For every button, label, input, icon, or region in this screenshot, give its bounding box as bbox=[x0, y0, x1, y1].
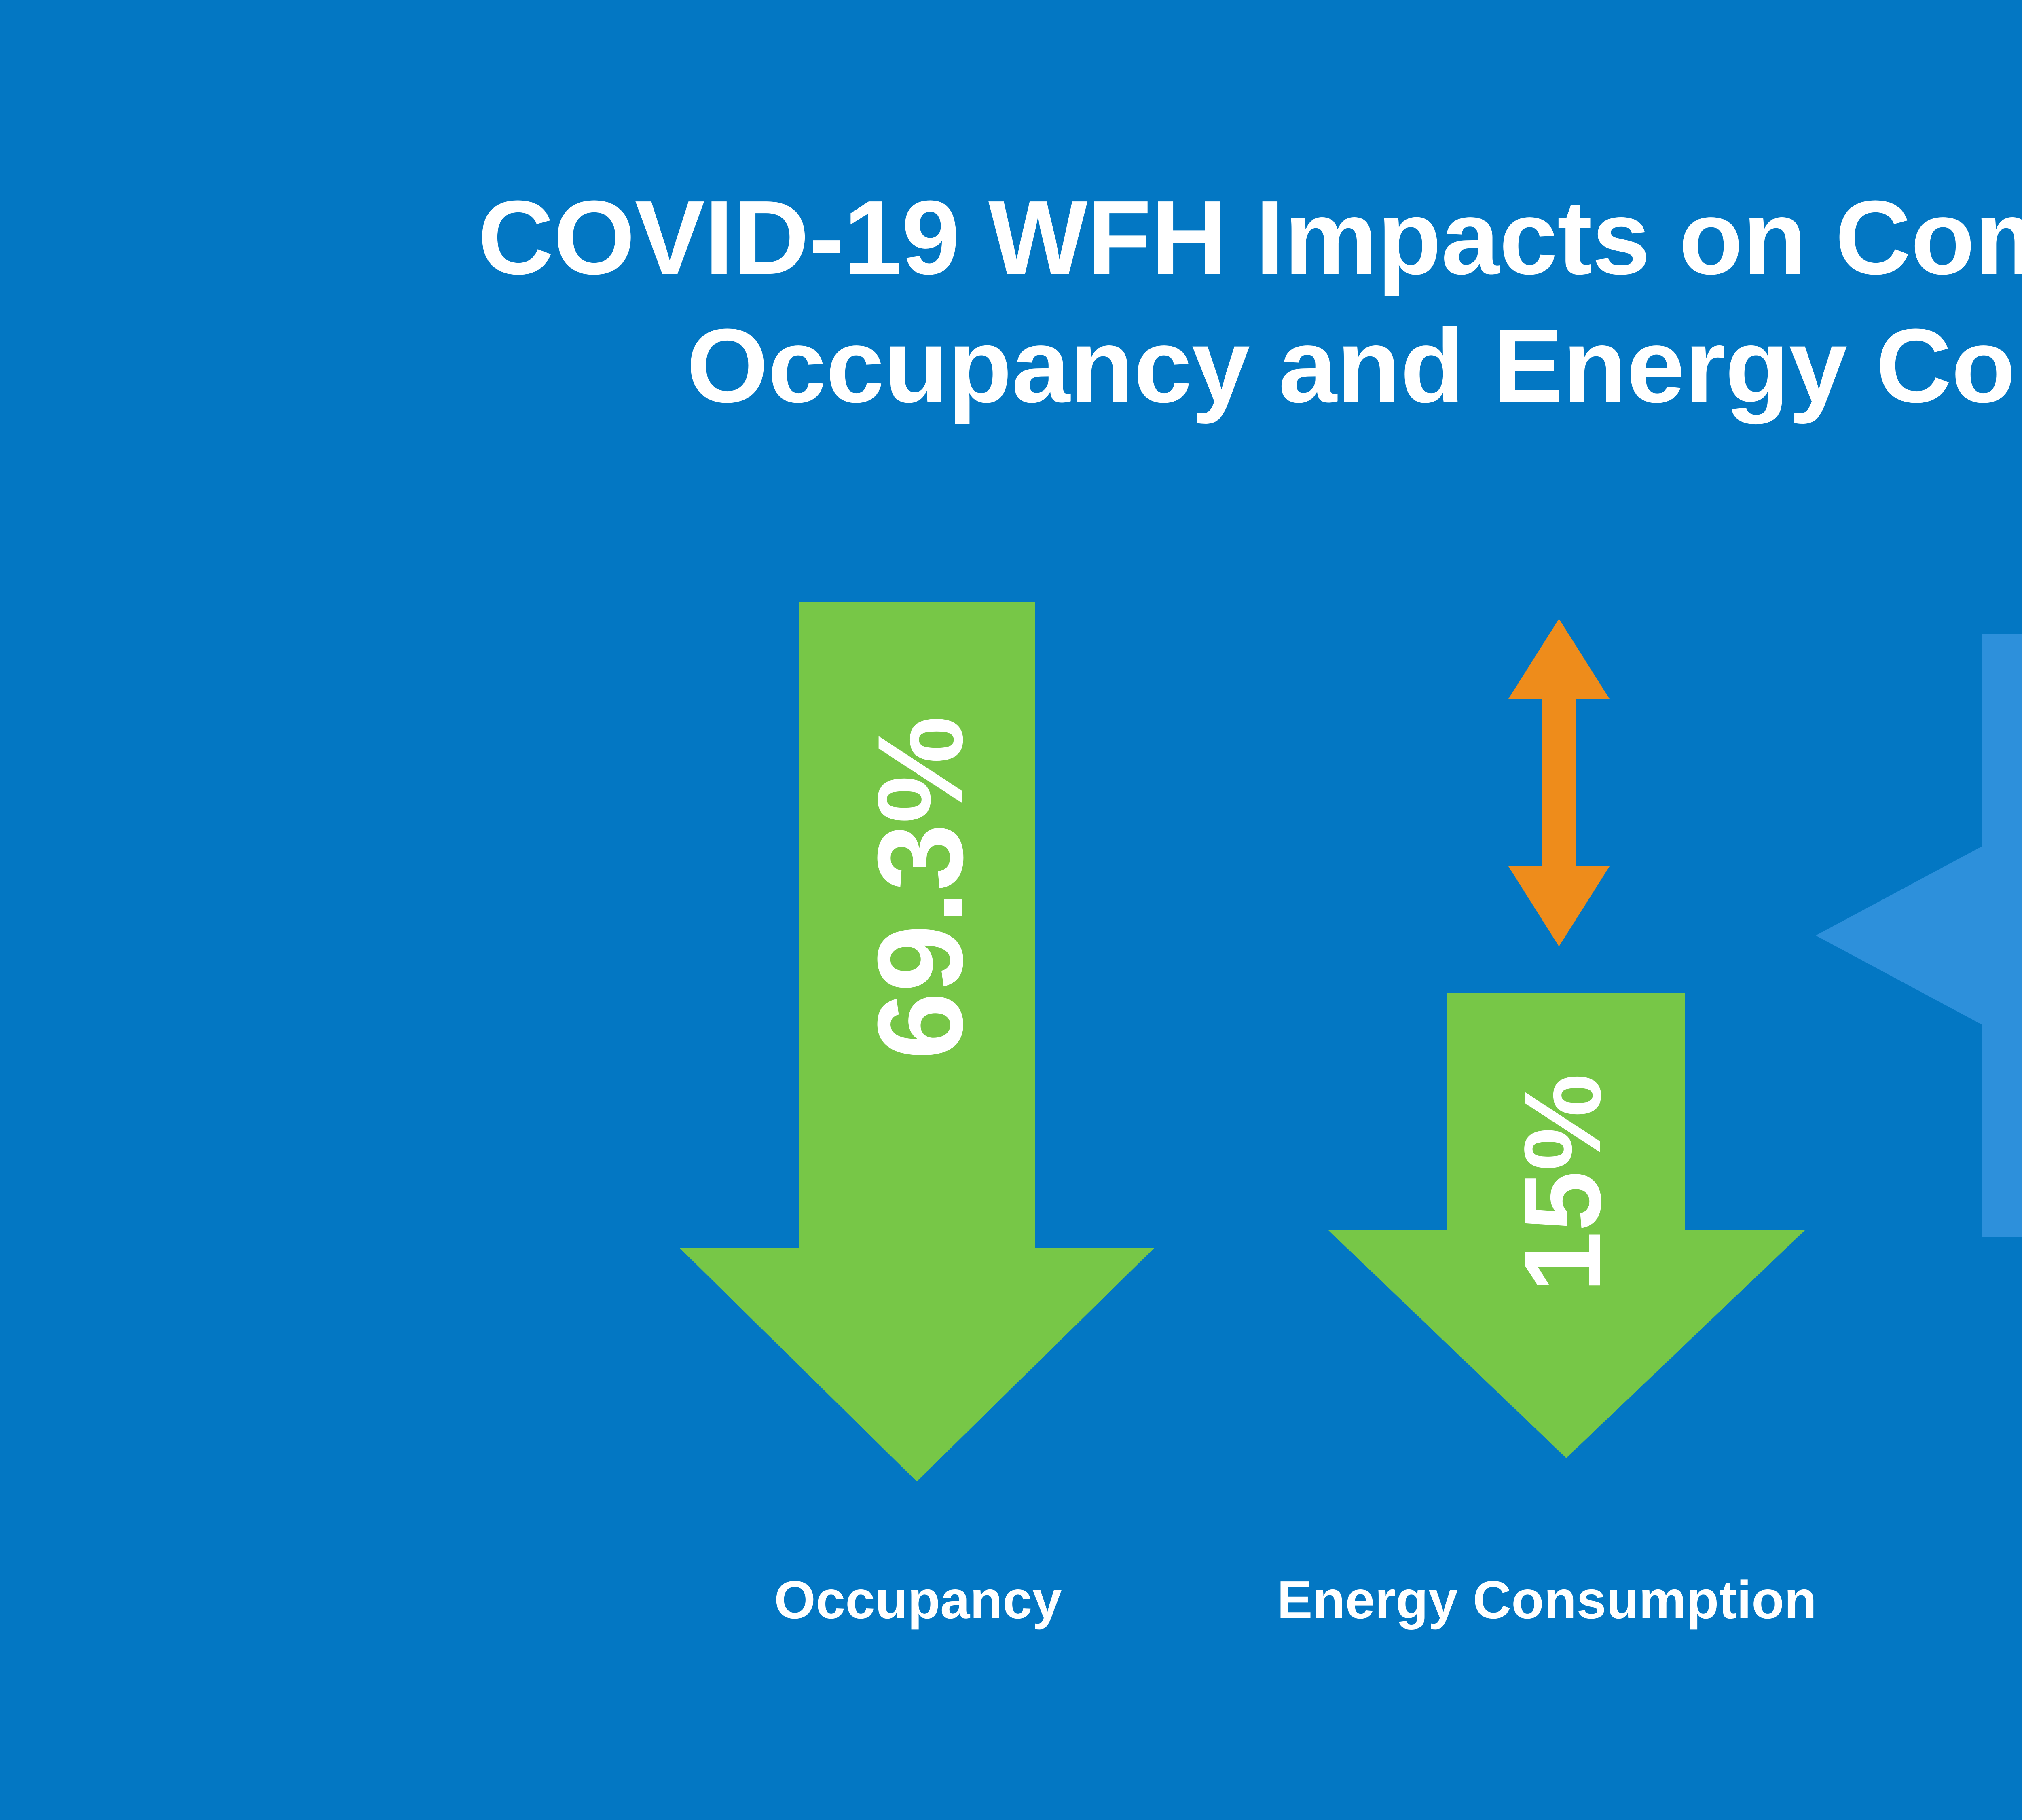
callout-shape bbox=[1816, 634, 2022, 1237]
double-headed-arrow-icon bbox=[1508, 619, 1610, 946]
page-title: COVID-19 WFH Impacts on Commercial Offic… bbox=[0, 174, 2022, 430]
gap-indicator bbox=[1508, 619, 1610, 946]
energy-arrow bbox=[1328, 993, 1805, 1458]
callout-box: Unaddressed energy savings opportunity a… bbox=[1816, 634, 2022, 1237]
occupancy-arrow bbox=[679, 602, 1155, 1481]
title-line-1: COVID-19 WFH Impacts on Commercial Offic… bbox=[478, 179, 2022, 296]
down-arrow-icon bbox=[679, 602, 1155, 1481]
occupancy-category-label: Occupancy bbox=[774, 1570, 1062, 1630]
title-line-2: Occupancy and Energy Consumption bbox=[686, 307, 2022, 425]
down-arrow-icon bbox=[1328, 993, 1805, 1458]
energy-category-label: Energy Consumption bbox=[1277, 1570, 1817, 1630]
callout-text: Unaddressed energy savings opportunity a… bbox=[1982, 634, 2022, 1237]
